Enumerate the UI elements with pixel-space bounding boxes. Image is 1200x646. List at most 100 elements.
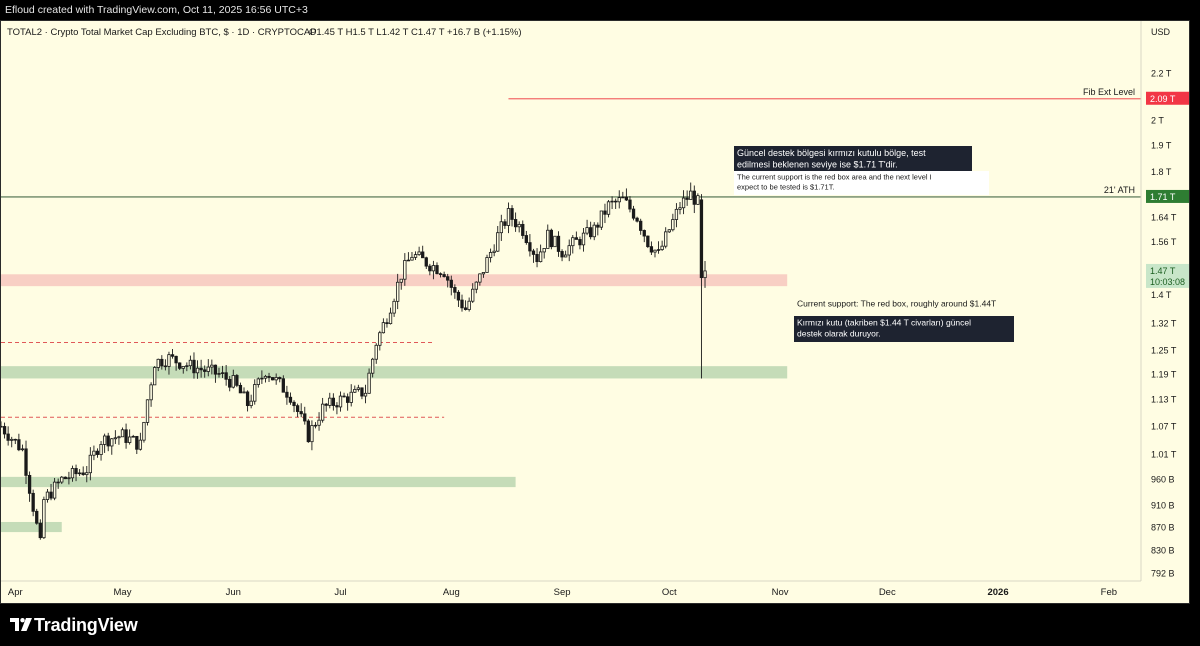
annotation-2[interactable]: Current support: The red box, roughly ar… bbox=[797, 299, 996, 309]
candle[interactable] bbox=[692, 185, 696, 214]
candle[interactable] bbox=[281, 375, 285, 393]
candle[interactable] bbox=[270, 377, 275, 381]
candle[interactable] bbox=[10, 436, 14, 448]
candle[interactable] bbox=[438, 272, 443, 278]
candle[interactable] bbox=[113, 430, 118, 444]
candle[interactable] bbox=[210, 359, 214, 375]
annotation-1[interactable]: The current support is the red box area … bbox=[734, 171, 989, 195]
candle[interactable] bbox=[203, 365, 207, 378]
candle[interactable] bbox=[556, 231, 561, 257]
candle[interactable] bbox=[224, 365, 228, 386]
candle[interactable] bbox=[528, 234, 532, 257]
candle[interactable] bbox=[553, 235, 557, 248]
candle[interactable] bbox=[160, 355, 164, 370]
candle[interactable] bbox=[320, 397, 325, 423]
candle[interactable] bbox=[356, 384, 361, 392]
zone-box-1[interactable] bbox=[1, 366, 788, 379]
candle[interactable] bbox=[124, 423, 128, 449]
candle[interactable] bbox=[585, 219, 589, 236]
candle[interactable] bbox=[656, 241, 661, 254]
candle[interactable] bbox=[488, 248, 493, 263]
candle[interactable] bbox=[685, 190, 689, 206]
candle[interactable] bbox=[513, 212, 518, 232]
candle[interactable] bbox=[524, 230, 528, 245]
chart-frame[interactable]: Fib Ext Level 21' ATH Güncel destek bölge… bbox=[0, 20, 1190, 604]
candle[interactable] bbox=[664, 227, 668, 249]
candle[interactable] bbox=[689, 182, 693, 200]
candle[interactable] bbox=[153, 366, 157, 386]
candle[interactable] bbox=[646, 235, 650, 249]
candle[interactable] bbox=[378, 330, 382, 351]
candle[interactable] bbox=[674, 203, 679, 228]
candle[interactable] bbox=[599, 210, 604, 230]
candle[interactable] bbox=[353, 385, 357, 394]
candle[interactable] bbox=[449, 275, 453, 296]
candle[interactable] bbox=[49, 483, 53, 501]
candle[interactable] bbox=[242, 387, 246, 394]
candle[interactable] bbox=[192, 352, 196, 379]
zone-box-3[interactable] bbox=[1, 521, 62, 533]
candle[interactable] bbox=[567, 239, 571, 262]
candle[interactable] bbox=[185, 362, 189, 372]
candle[interactable] bbox=[413, 251, 418, 261]
candle[interactable] bbox=[603, 203, 607, 224]
candle[interactable] bbox=[288, 392, 293, 405]
candle[interactable] bbox=[478, 273, 482, 286]
candle[interactable] bbox=[63, 476, 67, 480]
candle[interactable] bbox=[506, 202, 511, 234]
candle[interactable] bbox=[188, 355, 193, 370]
candle[interactable] bbox=[206, 359, 210, 377]
candle[interactable] bbox=[335, 402, 339, 415]
candle[interactable] bbox=[142, 421, 146, 443]
candle[interactable] bbox=[417, 246, 421, 256]
candle[interactable] bbox=[295, 403, 300, 418]
candle[interactable] bbox=[81, 466, 85, 476]
candle[interactable] bbox=[88, 447, 92, 481]
candle[interactable] bbox=[35, 508, 39, 525]
candle[interactable] bbox=[703, 261, 707, 288]
candle[interactable] bbox=[303, 406, 307, 425]
candle[interactable] bbox=[256, 377, 260, 388]
candle[interactable] bbox=[217, 367, 221, 378]
candle[interactable] bbox=[538, 244, 543, 263]
annotation-0[interactable]: Güncel destek bölgesi kırmızı kutulu böl… bbox=[734, 146, 972, 173]
candle[interactable] bbox=[213, 364, 218, 383]
candle[interactable] bbox=[542, 248, 546, 259]
candle[interactable] bbox=[560, 249, 564, 262]
candle[interactable] bbox=[442, 271, 446, 278]
candle[interactable] bbox=[117, 435, 121, 445]
candle[interactable] bbox=[128, 429, 132, 445]
candle[interactable] bbox=[460, 294, 464, 312]
candle[interactable] bbox=[74, 464, 78, 482]
candle[interactable] bbox=[317, 412, 321, 431]
candle[interactable] bbox=[67, 471, 71, 485]
candle[interactable] bbox=[285, 385, 289, 405]
candle[interactable] bbox=[20, 444, 25, 452]
candle[interactable] bbox=[699, 194, 704, 379]
candle[interactable] bbox=[678, 201, 682, 215]
candle[interactable] bbox=[163, 359, 168, 371]
candle[interactable] bbox=[278, 376, 282, 383]
candle[interactable] bbox=[374, 343, 378, 364]
candle[interactable] bbox=[70, 465, 75, 482]
candle[interactable] bbox=[27, 471, 32, 502]
zone-box-2[interactable] bbox=[1, 476, 516, 488]
candle[interactable] bbox=[92, 445, 96, 461]
candle[interactable] bbox=[499, 214, 503, 241]
candle[interactable] bbox=[249, 394, 253, 409]
candle[interactable] bbox=[549, 228, 553, 250]
candle[interactable] bbox=[596, 222, 600, 236]
candle[interactable] bbox=[496, 225, 500, 252]
candle[interactable] bbox=[521, 220, 525, 239]
candle[interactable] bbox=[628, 196, 632, 213]
candle[interactable] bbox=[195, 360, 200, 379]
candle[interactable] bbox=[174, 355, 178, 371]
candle[interactable] bbox=[313, 422, 318, 429]
candle[interactable] bbox=[421, 245, 425, 259]
candle[interactable] bbox=[406, 252, 411, 262]
candle[interactable] bbox=[403, 253, 407, 286]
candle[interactable] bbox=[424, 256, 428, 270]
candle[interactable] bbox=[435, 262, 439, 275]
candle[interactable] bbox=[342, 392, 346, 398]
candle[interactable] bbox=[635, 216, 639, 223]
